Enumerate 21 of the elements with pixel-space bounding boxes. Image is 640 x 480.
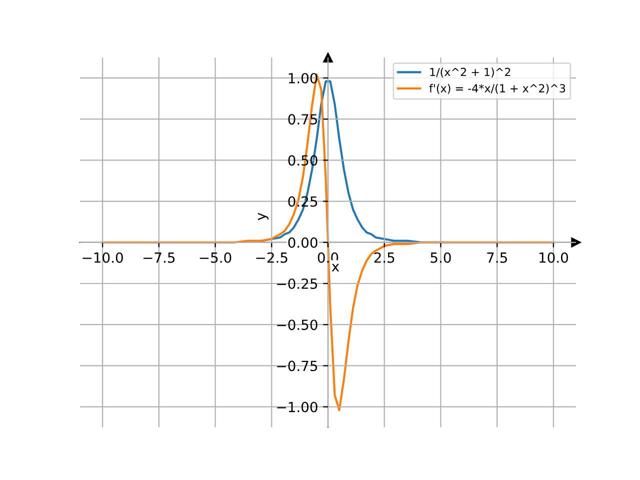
- x-tick-label: −7.5: [144, 252, 175, 263]
- y-tick-label: 1.00: [288, 72, 318, 84]
- y-tick-label: 0.75: [288, 114, 318, 125]
- y-tick-label: 0.25: [288, 196, 318, 207]
- y-tick-label: 0.50: [288, 155, 318, 166]
- y-tick-label: −0.25: [277, 278, 318, 289]
- x-tick-label: 10.0: [540, 252, 568, 263]
- x-tick-label: −10.0: [82, 252, 123, 263]
- x-tick-label: 2.5: [374, 252, 394, 263]
- y-axis-title: y: [258, 212, 268, 220]
- x-tick-label: −2.5: [256, 252, 288, 263]
- x-tick-label: −5.0: [200, 252, 232, 263]
- x-axis-title: x: [332, 264, 340, 272]
- y-tick-label: 0.00: [288, 237, 318, 248]
- legend-label: 1/(x^2 + 1)^2: [430, 68, 510, 78]
- y-tick-label: −0.75: [277, 360, 318, 372]
- x-tick-label: 7.5: [487, 252, 507, 263]
- x-tick-label: 5.0: [430, 252, 451, 263]
- y-tick-label: −1.00: [277, 402, 318, 412]
- y-tick-label: −0.50: [277, 320, 318, 330]
- legend-label: f'(x) = -4*x/(1 + x^2)^3: [429, 84, 566, 94]
